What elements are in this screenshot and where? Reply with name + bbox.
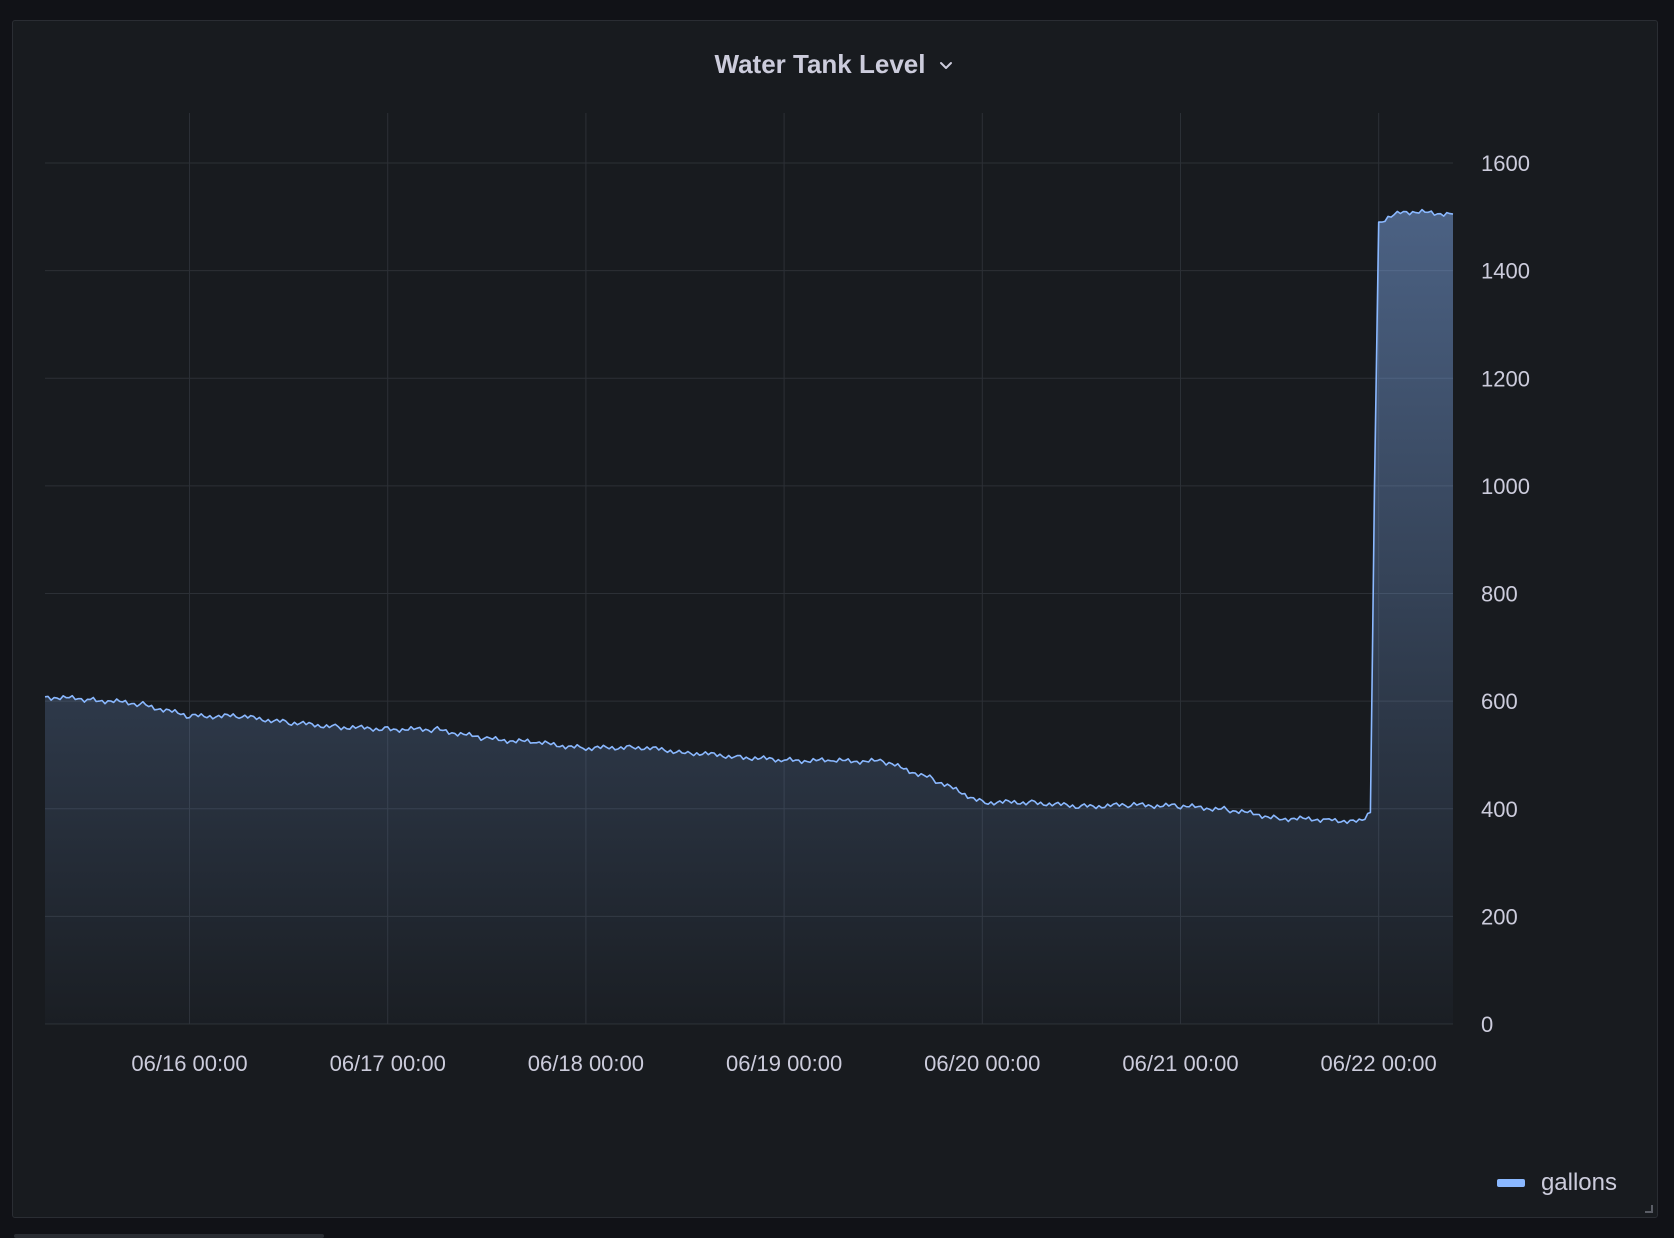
y-tick-label: 400	[1481, 797, 1518, 822]
series-area-gallons	[45, 209, 1453, 1025]
panel-title: Water Tank Level	[714, 49, 926, 79]
x-tick-label: 06/22 00:00	[1321, 1051, 1437, 1076]
y-tick-label: 1400	[1481, 259, 1530, 284]
y-tick-label: 600	[1481, 689, 1518, 714]
y-tick-label: 1000	[1481, 474, 1530, 499]
panel-title-menu[interactable]: Water Tank Level	[13, 49, 1657, 80]
x-tick-label: 06/18 00:00	[528, 1051, 644, 1076]
x-tick-label: 06/16 00:00	[131, 1051, 247, 1076]
resize-handle-icon[interactable]	[1643, 1203, 1653, 1213]
y-tick-label: 1200	[1481, 366, 1530, 391]
y-tick-label: 200	[1481, 904, 1518, 929]
y-tick-label: 1600	[1481, 151, 1530, 176]
x-tick-label: 06/21 00:00	[1122, 1051, 1238, 1076]
time-series-plot: 06/16 00:00 06/17 00:00 06/18 00:00 06/19 0…	[44, 113, 1530, 1076]
chevron-down-icon[interactable]	[937, 56, 955, 74]
x-tick-label: 06/17 00:00	[330, 1051, 446, 1076]
x-tick-label: 06/20 00:00	[924, 1051, 1040, 1076]
scrollbar[interactable]	[14, 1234, 324, 1238]
x-axis: 06/16 00:00 06/17 00:00 06/18 00:00 06/19 0…	[131, 1051, 1436, 1076]
y-tick-label: 0	[1481, 1012, 1493, 1037]
legend-item-gallons[interactable]: gallons	[1496, 1169, 1617, 1197]
y-axis: 0 200 400 600 800 1000 1200 1400 1600	[1481, 151, 1530, 1037]
series-layer	[44, 208, 1454, 1025]
legend-swatch	[1496, 1179, 1525, 1187]
chart-panel: Water Tank Level 06/16 00:00 06/17 00:00 0…	[12, 20, 1658, 1218]
series-line-gallons[interactable]	[44, 208, 1454, 825]
y-tick-label: 800	[1481, 582, 1518, 607]
x-tick-label: 06/19 00:00	[726, 1051, 842, 1076]
legend-label: gallons	[1540, 1169, 1617, 1196]
